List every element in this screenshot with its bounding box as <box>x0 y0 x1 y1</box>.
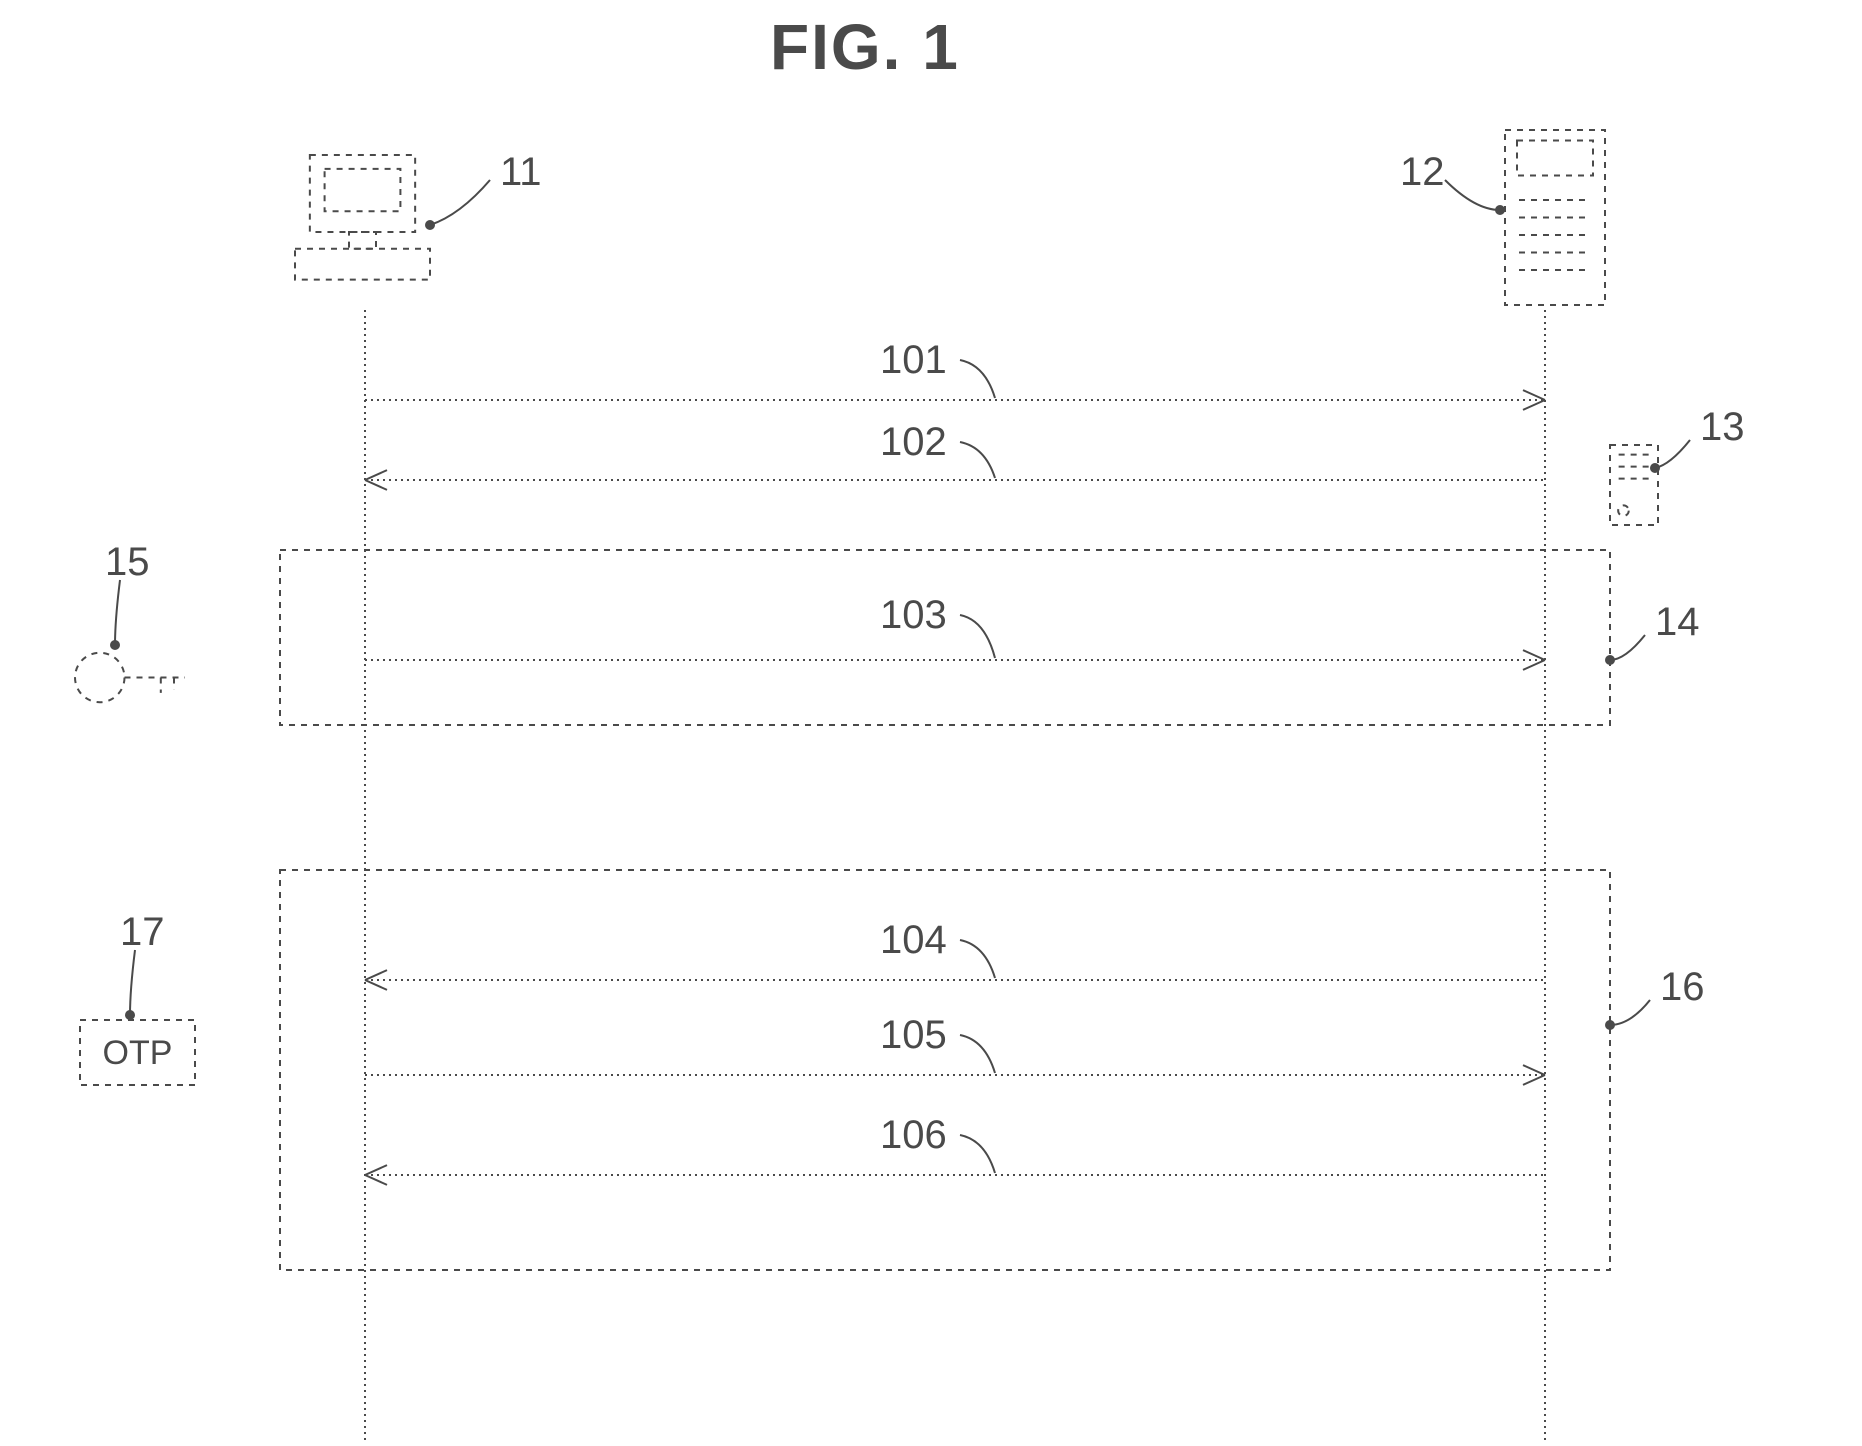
ref-label-16: 16 <box>1660 965 1705 1010</box>
ref-label-15: 15 <box>105 540 150 585</box>
message-label-101: 101 <box>880 338 947 383</box>
message-label-104: 104 <box>880 918 947 963</box>
server-icon-13 <box>1610 445 1658 525</box>
label-leader-104 <box>960 940 995 978</box>
message-label-105: 105 <box>880 1013 947 1058</box>
ref-leader-dot-15 <box>111 641 119 649</box>
ref-label-13: 13 <box>1700 405 1745 450</box>
diagram-svg: OTP <box>0 0 1862 1446</box>
label-leader-103 <box>960 615 995 658</box>
ref-leader-15 <box>115 580 120 645</box>
ref-leader-11 <box>430 180 490 225</box>
ref-leader-dot-12 <box>1496 206 1504 214</box>
ref-label-11: 11 <box>500 150 542 195</box>
ref-leader-dot-16 <box>1606 1021 1614 1029</box>
ref-leader-12 <box>1445 180 1500 210</box>
server-icon-12 <box>1505 130 1605 305</box>
label-leader-105 <box>960 1035 995 1073</box>
ref-leader-dot-14 <box>1606 656 1614 664</box>
ref-label-17: 17 <box>120 910 165 955</box>
label-leader-101 <box>960 360 995 398</box>
ref-label-12: 12 <box>1400 150 1445 195</box>
ref-leader-17 <box>130 950 135 1015</box>
message-label-102: 102 <box>880 420 947 465</box>
ref-label-14: 14 <box>1655 600 1700 645</box>
computer-icon <box>295 155 430 280</box>
ref-leader-dot-11 <box>426 221 434 229</box>
otp-icon: OTP <box>80 1020 195 1085</box>
ref-leader-16 <box>1610 1000 1650 1025</box>
otp-label: OTP <box>103 1034 173 1072</box>
label-leader-106 <box>960 1135 995 1173</box>
message-label-106: 106 <box>880 1113 947 1158</box>
ref-leader-14 <box>1610 635 1645 660</box>
message-label-103: 103 <box>880 593 947 638</box>
ref-leader-13 <box>1655 440 1690 468</box>
ref-leader-dot-17 <box>126 1011 134 1019</box>
label-leader-102 <box>960 442 995 478</box>
key-icon <box>75 653 185 703</box>
